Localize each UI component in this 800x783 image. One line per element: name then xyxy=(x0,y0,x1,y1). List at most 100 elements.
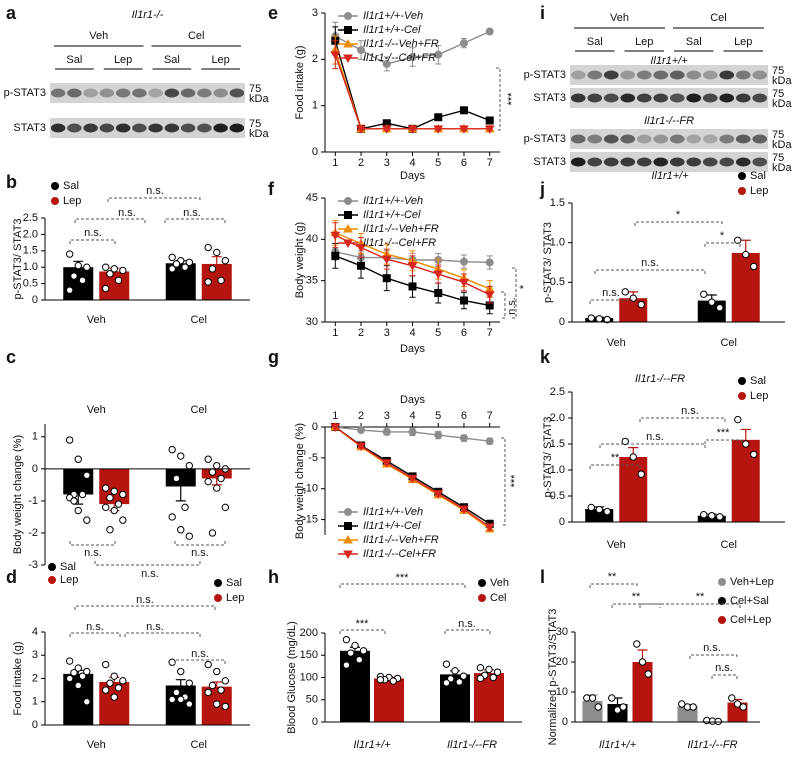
x-tick-label: Cel xyxy=(190,314,207,326)
data-point xyxy=(485,665,493,674)
blot-title: Il1r1-/- xyxy=(132,9,164,21)
chart-title: Il1r1+/+ xyxy=(651,170,689,182)
data-point xyxy=(594,703,602,711)
data-point xyxy=(750,450,758,459)
data-point xyxy=(101,263,110,271)
significance-bracket xyxy=(704,242,741,247)
annotation: *** xyxy=(717,427,731,439)
y-tick-label: 1 xyxy=(312,100,318,112)
data-point xyxy=(708,512,716,520)
data-point xyxy=(114,684,123,692)
y-tick-label: 2.5 xyxy=(550,386,565,398)
legend-label: Sal xyxy=(750,375,766,387)
data-point xyxy=(455,678,463,686)
x-axis-label: Days xyxy=(400,343,426,355)
marker xyxy=(381,125,392,134)
data-point xyxy=(742,250,750,259)
blot-band xyxy=(669,134,685,144)
data-point xyxy=(168,658,176,666)
y-tick-label: 40 xyxy=(306,233,318,245)
legend-swatch xyxy=(738,377,746,385)
marker xyxy=(485,27,494,36)
blot-band xyxy=(197,88,212,98)
legend-label: Il1r1+/+-Cel xyxy=(363,24,421,36)
data-point xyxy=(739,703,747,711)
annotation: n.s. xyxy=(646,431,664,443)
data-point xyxy=(172,688,181,697)
y-tick-label: 0.5 xyxy=(550,490,565,502)
marker xyxy=(459,106,468,115)
x-axis-label: Days xyxy=(400,170,426,182)
blot-band xyxy=(83,88,98,98)
data-point xyxy=(110,672,118,680)
significance-bracket xyxy=(501,437,506,526)
data-point xyxy=(106,270,114,278)
blot-band xyxy=(180,88,196,98)
blot-band-strip xyxy=(50,118,245,138)
y-tick-label: 0 xyxy=(559,316,565,328)
blot-band-strip xyxy=(50,83,245,103)
blot-row-label: STAT3 xyxy=(533,92,566,104)
data-point xyxy=(168,695,176,704)
blot-band xyxy=(686,93,702,103)
legend-label: Sal xyxy=(750,170,766,182)
data-point xyxy=(204,455,212,463)
data-point xyxy=(208,468,217,476)
y-tick-label: 2.0 xyxy=(550,412,565,424)
significance-bracket xyxy=(711,674,738,679)
y-tick-label: 0 xyxy=(312,421,318,433)
data-point xyxy=(221,503,230,512)
data-point xyxy=(168,513,176,521)
blot-band xyxy=(686,157,702,167)
y-tick-label: -10 xyxy=(302,483,318,495)
annotation: *** xyxy=(396,572,410,584)
blot-marker-unit: kDa xyxy=(772,139,792,151)
data-point xyxy=(213,248,221,257)
significance-bracket xyxy=(339,629,386,634)
x-tick-label: Cel xyxy=(720,337,737,349)
marker xyxy=(485,258,494,267)
y-tick-label: 50 xyxy=(306,694,318,706)
y-tick-label: 1.0 xyxy=(550,464,565,476)
data-point xyxy=(110,693,118,701)
marker xyxy=(331,251,340,260)
blot-band xyxy=(620,70,636,80)
blot-band xyxy=(213,88,228,98)
blot-row-label: p-STAT3 xyxy=(4,87,46,99)
x-tick-label: Veh xyxy=(607,337,626,349)
legend-marker xyxy=(344,508,352,516)
panel-letter: c xyxy=(6,347,16,367)
data-point xyxy=(114,276,123,285)
data-point xyxy=(74,455,82,463)
y-tick-label: 0 xyxy=(562,716,568,728)
error-bar xyxy=(211,256,222,264)
marker xyxy=(357,46,366,55)
y-tick-label: -2 xyxy=(28,527,38,539)
data-point xyxy=(70,497,78,505)
blot-band xyxy=(636,70,652,80)
legend-label: Il1r1-/--Cel+FR xyxy=(363,548,436,560)
data-point xyxy=(489,673,497,682)
legend-label: Veh+Lep xyxy=(730,576,774,588)
significance-bracket xyxy=(74,605,216,610)
blot-lane-label: Sal xyxy=(587,36,603,48)
x-tick-label: 3 xyxy=(384,157,390,169)
marker xyxy=(382,427,391,436)
legend-swatch xyxy=(48,576,56,584)
data-point xyxy=(217,276,225,285)
data-point xyxy=(213,461,221,470)
blot-band xyxy=(719,134,735,144)
blot-band xyxy=(752,70,768,80)
blot-band xyxy=(653,70,669,80)
significance-bracket xyxy=(589,583,638,588)
data-point xyxy=(619,703,627,711)
y-tick-label: 30 xyxy=(306,316,318,328)
blot-band-strip xyxy=(570,65,768,85)
blot-band-strip xyxy=(570,129,768,149)
blot-band xyxy=(148,123,163,133)
y-axis-label: Blood Glucose (mg/dL) xyxy=(286,621,298,734)
data-point xyxy=(621,437,629,446)
data-point xyxy=(587,503,595,512)
data-point xyxy=(119,490,127,499)
data-point xyxy=(351,641,359,650)
